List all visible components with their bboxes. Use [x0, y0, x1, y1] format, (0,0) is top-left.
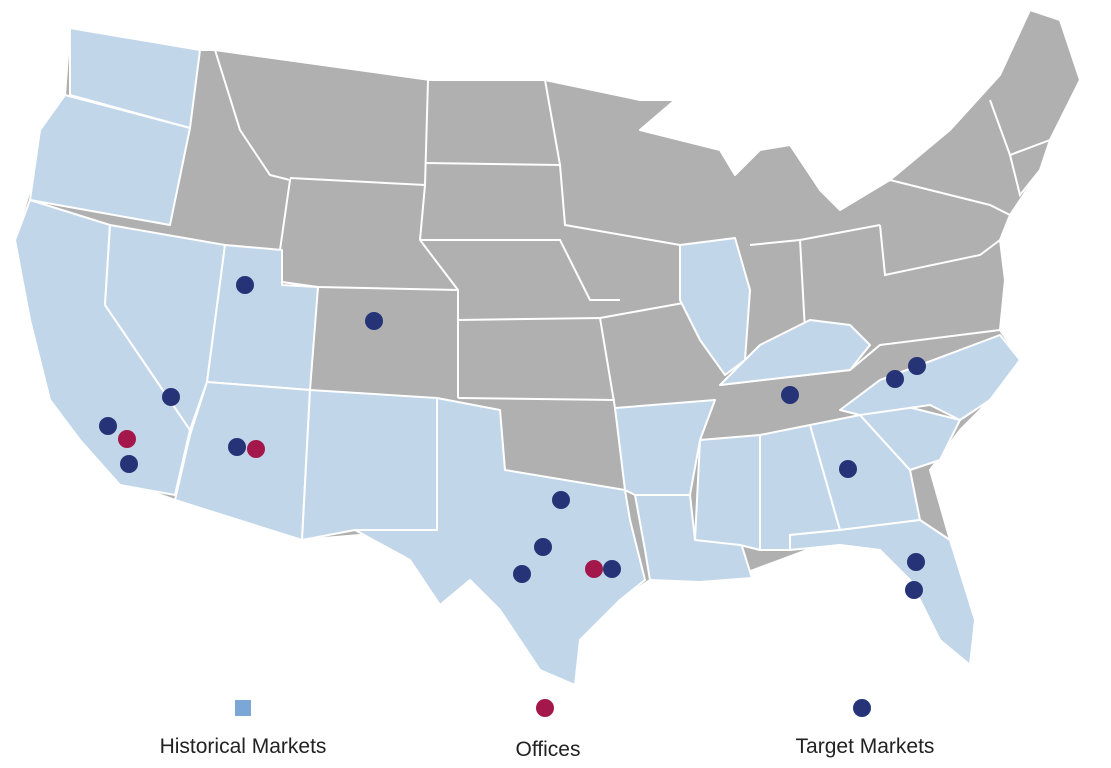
target-marker: [120, 455, 138, 473]
office-marker: [585, 560, 603, 578]
target-marker: [908, 357, 926, 375]
target-marker: [839, 460, 857, 478]
state: [174, 381, 311, 541]
target-markers: [99, 276, 926, 599]
target-marker: [781, 386, 799, 404]
target-marker: [603, 560, 621, 578]
legend-swatch: [853, 699, 871, 717]
legend-swatch: [536, 699, 554, 717]
target-marker: [552, 491, 570, 509]
state: [694, 434, 761, 551]
legend-label: Target Markets: [796, 735, 935, 758]
state: [29, 94, 191, 226]
legend-swatch: [235, 700, 251, 716]
state: [809, 414, 921, 531]
state: [301, 389, 438, 541]
office-marker: [118, 430, 136, 448]
target-marker: [886, 370, 904, 388]
target-marker: [905, 581, 923, 599]
office-markers: [118, 430, 603, 578]
target-marker: [162, 388, 180, 406]
state: [719, 319, 871, 386]
target-marker: [99, 417, 117, 435]
target-marker: [534, 538, 552, 556]
target-marker: [365, 312, 383, 330]
state: [789, 519, 976, 666]
us-map: [14, 9, 1081, 686]
state: [634, 494, 753, 583]
target-marker: [228, 438, 246, 456]
legend-label: Historical Markets: [160, 735, 327, 758]
state: [354, 397, 646, 686]
target-marker: [907, 553, 925, 571]
historical-states: [14, 27, 1021, 686]
target-marker: [513, 565, 531, 583]
state: [679, 237, 751, 376]
target-marker: [236, 276, 254, 294]
legend-label: Offices: [516, 738, 581, 761]
office-marker: [247, 440, 265, 458]
legend: Historical Markets Offices Target Markets: [160, 699, 935, 761]
